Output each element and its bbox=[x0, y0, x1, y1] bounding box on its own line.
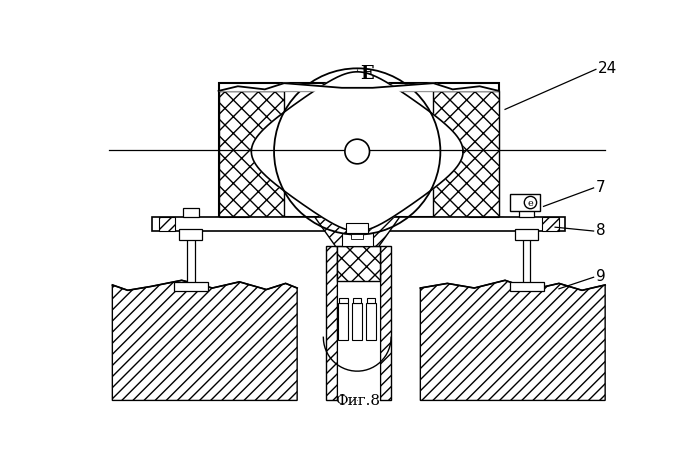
Polygon shape bbox=[315, 218, 400, 247]
Bar bbox=[158, 218, 176, 231]
Bar bbox=[510, 282, 544, 291]
Bar bbox=[337, 247, 380, 281]
Bar bbox=[338, 304, 349, 341]
Bar bbox=[515, 230, 538, 241]
Circle shape bbox=[345, 140, 370, 165]
Polygon shape bbox=[420, 281, 605, 401]
Bar bbox=[366, 304, 376, 341]
Bar bbox=[519, 208, 534, 218]
Bar bbox=[183, 208, 199, 218]
Text: 9: 9 bbox=[596, 268, 605, 284]
Bar bbox=[367, 298, 375, 304]
Bar bbox=[433, 92, 499, 218]
Circle shape bbox=[524, 197, 537, 209]
Bar bbox=[510, 195, 540, 211]
Polygon shape bbox=[251, 73, 463, 232]
Bar bbox=[342, 233, 372, 247]
Text: 8: 8 bbox=[596, 222, 605, 238]
Bar bbox=[352, 304, 362, 341]
Bar bbox=[346, 224, 368, 233]
Text: Фиг.8: Фиг.8 bbox=[335, 393, 379, 407]
Polygon shape bbox=[112, 281, 297, 401]
Bar bbox=[542, 218, 559, 231]
Bar bbox=[218, 84, 499, 92]
Bar bbox=[218, 92, 499, 218]
Bar bbox=[179, 230, 202, 241]
Bar bbox=[523, 231, 531, 284]
Bar bbox=[218, 92, 284, 218]
Text: 24: 24 bbox=[598, 61, 617, 76]
Bar bbox=[339, 298, 348, 304]
Polygon shape bbox=[218, 84, 499, 92]
Bar bbox=[174, 282, 208, 291]
Bar bbox=[380, 247, 391, 401]
Bar bbox=[326, 247, 337, 401]
Bar bbox=[153, 218, 565, 231]
Text: е: е bbox=[528, 198, 533, 208]
Text: 7: 7 bbox=[596, 179, 605, 195]
Bar bbox=[353, 298, 361, 304]
Bar bbox=[187, 231, 195, 284]
Text: Е: Е bbox=[360, 65, 374, 83]
Bar bbox=[351, 235, 363, 239]
Bar bbox=[337, 247, 380, 401]
